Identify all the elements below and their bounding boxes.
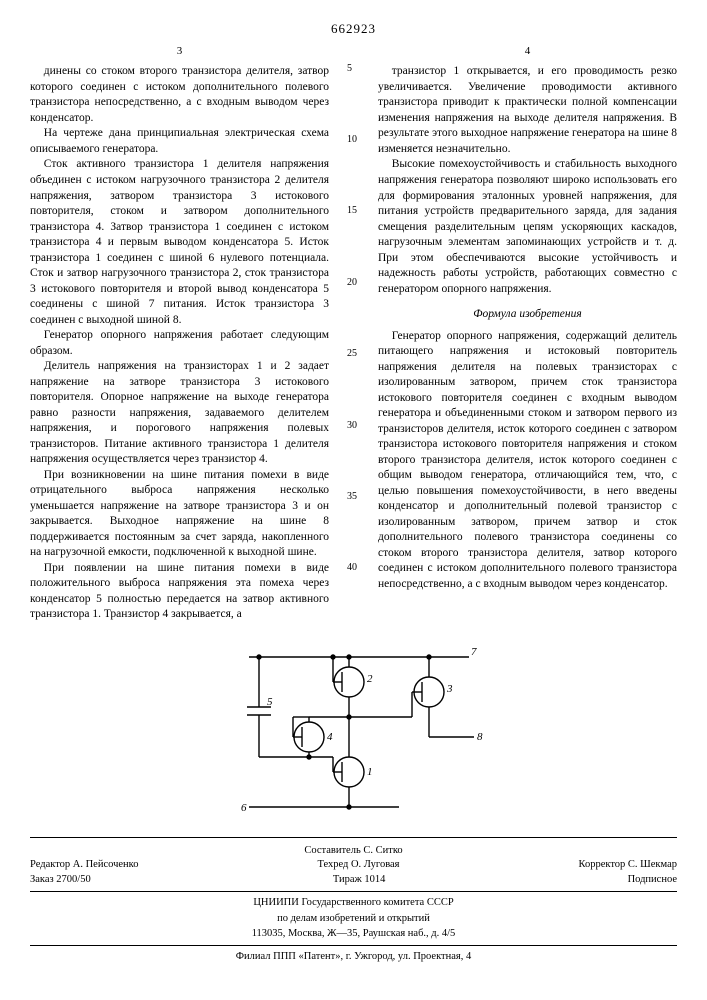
line-number: 25 <box>347 347 360 361</box>
line-number: 30 <box>347 419 360 433</box>
line-number-gutter: 5 10 15 20 25 30 35 40 <box>347 44 360 623</box>
line-number: 40 <box>347 561 360 575</box>
paragraph: динены со стоком второго транзистора дел… <box>30 64 329 126</box>
diagram-label-5: 5 <box>267 696 273 708</box>
diagram-label-1: 1 <box>367 766 373 778</box>
footer-corrector: Корректор С. Шекмар <box>578 858 677 872</box>
page-number-left: 3 <box>30 44 329 59</box>
formula-text: Генератор опорного напряжения, содержащи… <box>378 329 677 593</box>
diagram-label-8: 8 <box>477 731 483 743</box>
diagram-label-4: 4 <box>327 731 333 743</box>
circuit-diagram: 5 2 4 1 3 7 8 6 <box>30 637 677 827</box>
footer-org3: Филиал ППП «Патент», г. Ужгород, ул. Про… <box>30 950 677 964</box>
line-number: 35 <box>347 490 360 504</box>
document-number: 662923 <box>30 20 677 38</box>
footer-address1: 113035, Москва, Ж—35, Раушская наб., д. … <box>30 927 677 941</box>
footer: Составитель С. Ситко Редактор А. Пейсоче… <box>30 837 677 963</box>
paragraph: Сток активного транзистора 1 делителя на… <box>30 157 329 328</box>
paragraph: Высокие помехоустойчивость и стабильност… <box>378 157 677 297</box>
footer-org2: по делам изобретений и открытий <box>30 912 677 926</box>
paragraph: Генератор опорного напряжения работает с… <box>30 328 329 359</box>
footer-tech-editor: Техред О. Луговая <box>317 858 399 872</box>
left-column: 3 динены со стоком второго транзистора д… <box>30 44 329 623</box>
paragraph: При появлении на шине питания помехи в в… <box>30 561 329 623</box>
diagram-label-2: 2 <box>367 673 373 685</box>
line-number: 20 <box>347 276 360 290</box>
footer-circulation: Тираж 1014 <box>333 873 386 887</box>
footer-org1: ЦНИИПИ Государственного комитета СССР <box>30 896 677 910</box>
paragraph: При возникновении на шине питания помехи… <box>30 468 329 561</box>
footer-subscription: Подписное <box>628 873 677 887</box>
footer-compiler: Составитель С. Ситко <box>30 844 677 858</box>
page-number-right: 4 <box>378 44 677 59</box>
footer-editor: Редактор А. Пейсоченко <box>30 858 138 872</box>
line-number: 10 <box>347 133 360 147</box>
diagram-label-7: 7 <box>471 646 477 658</box>
line-number: 5 <box>347 62 360 76</box>
right-column: 4 транзистор 1 открывается, и его провод… <box>378 44 677 623</box>
line-number: 15 <box>347 204 360 218</box>
paragraph: На чертеже дана принципиальная электриче… <box>30 126 329 157</box>
diagram-label-3: 3 <box>446 683 453 695</box>
footer-order: Заказ 2700/50 <box>30 873 91 887</box>
diagram-label-6: 6 <box>241 802 247 814</box>
paragraph: транзистор 1 открывается, и его проводим… <box>378 64 677 157</box>
formula-title: Формула изобретения <box>378 307 677 323</box>
paragraph: Делитель напряжения на транзисторах 1 и … <box>30 359 329 468</box>
